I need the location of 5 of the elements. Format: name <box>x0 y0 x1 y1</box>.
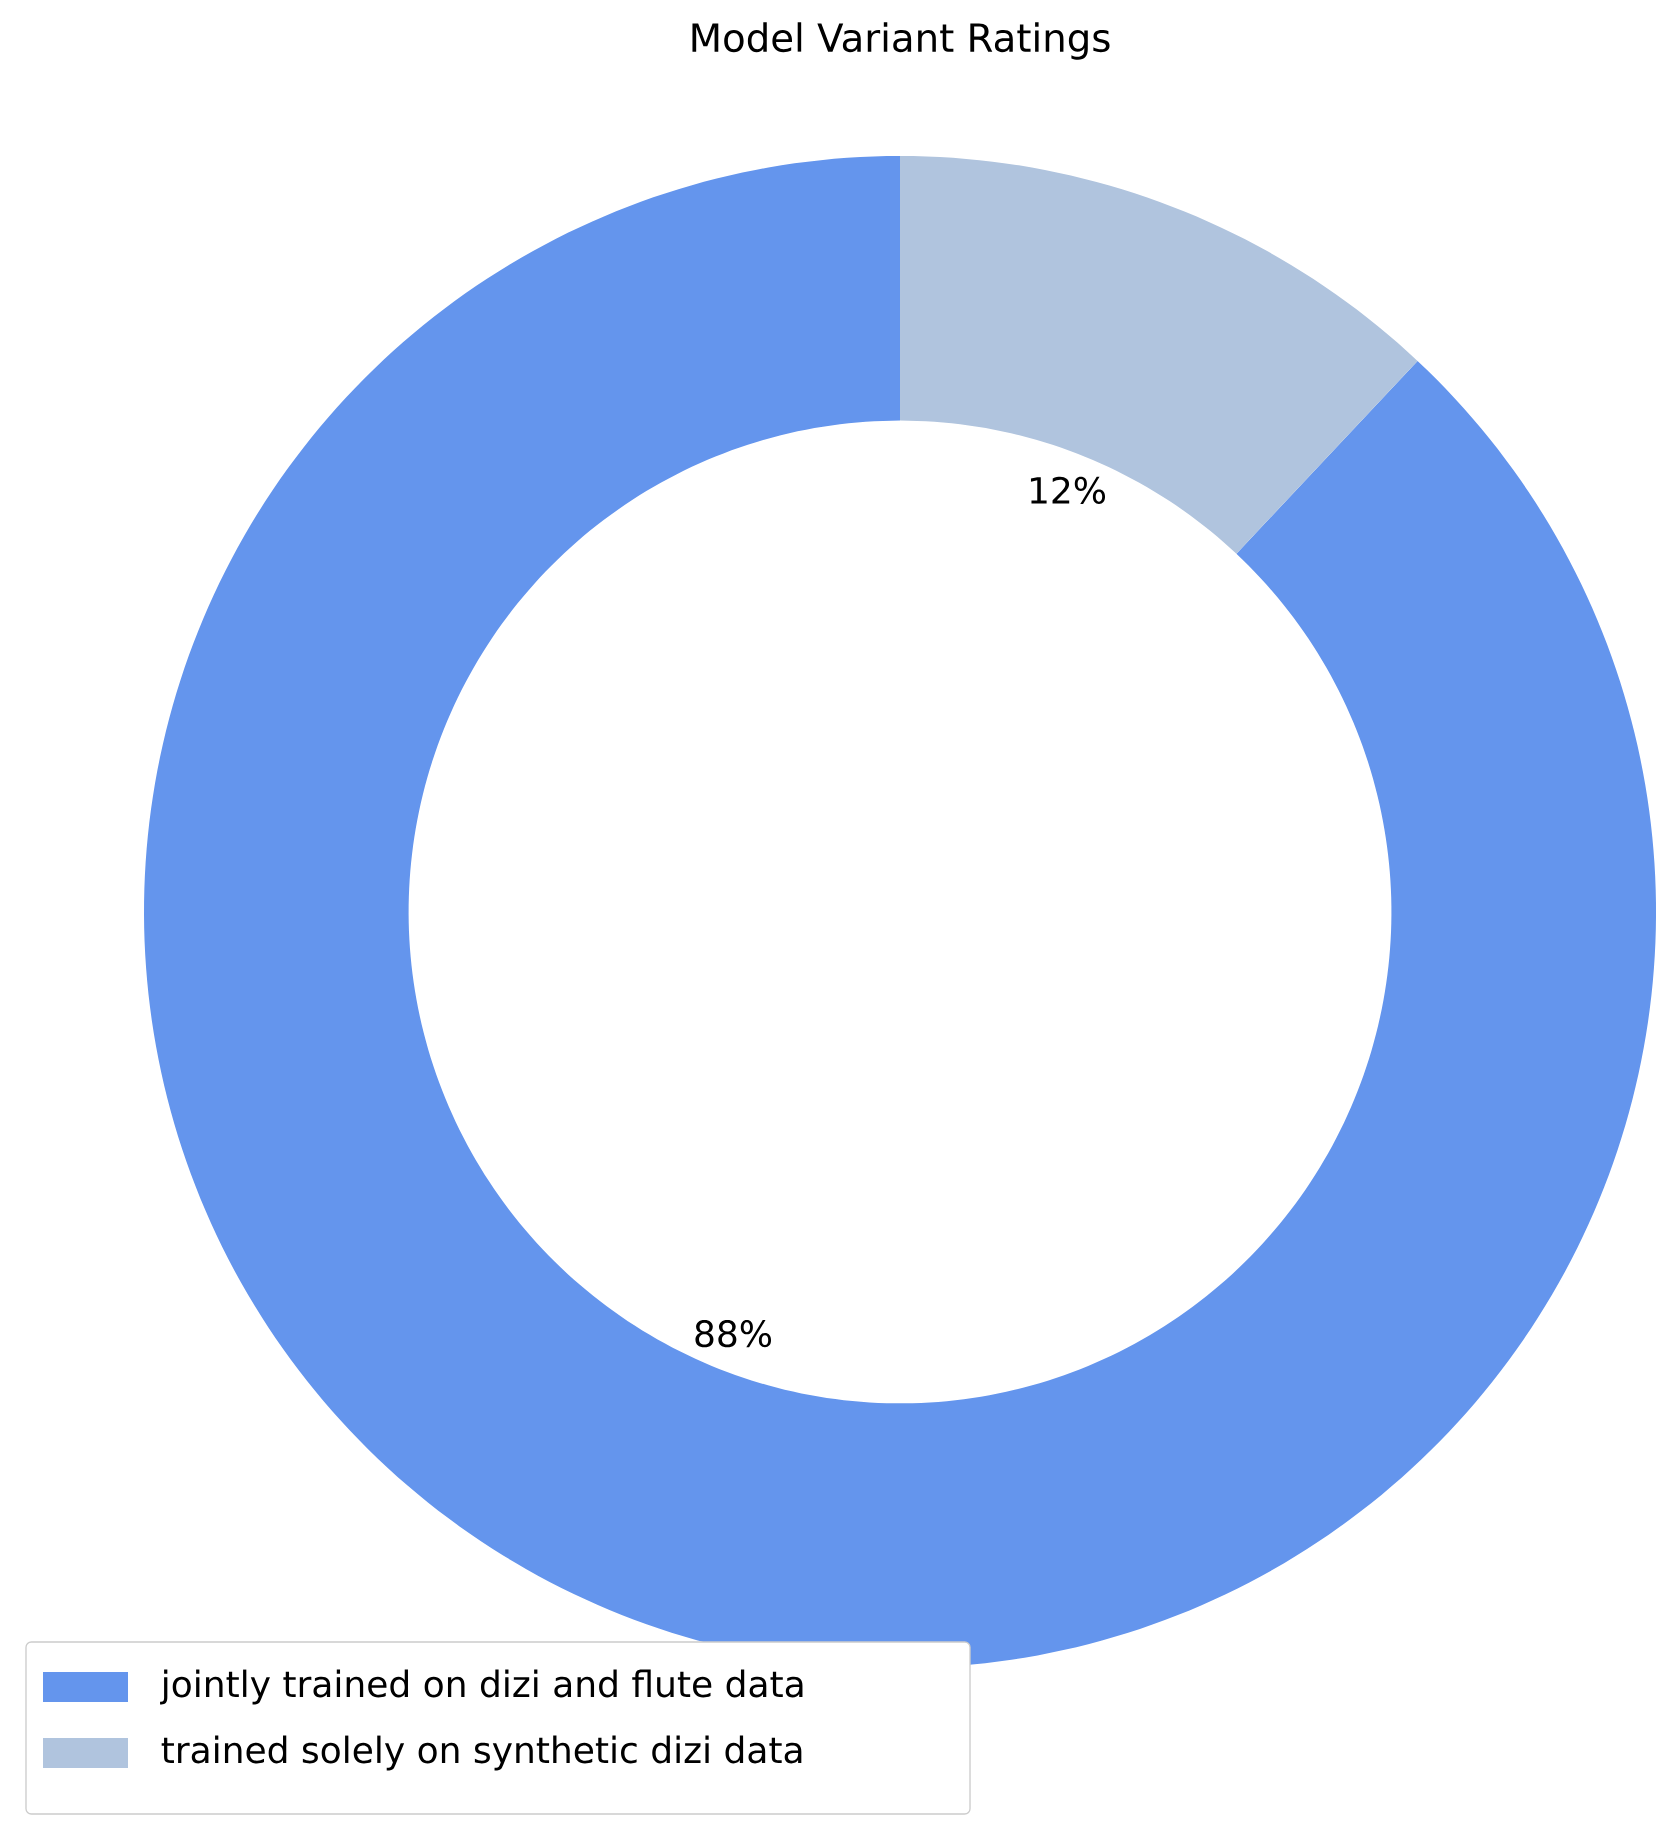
data-label: 12% <box>1030 476 1106 504</box>
chart-title: Model Variant Ratings <box>692 22 1110 60</box>
data-label: 88% <box>695 1320 772 1348</box>
legend-label: jointly trained on dizi and flute data <box>160 1669 803 1705</box>
legend-label: trained solely on synthetic dizi data <box>161 1735 802 1771</box>
